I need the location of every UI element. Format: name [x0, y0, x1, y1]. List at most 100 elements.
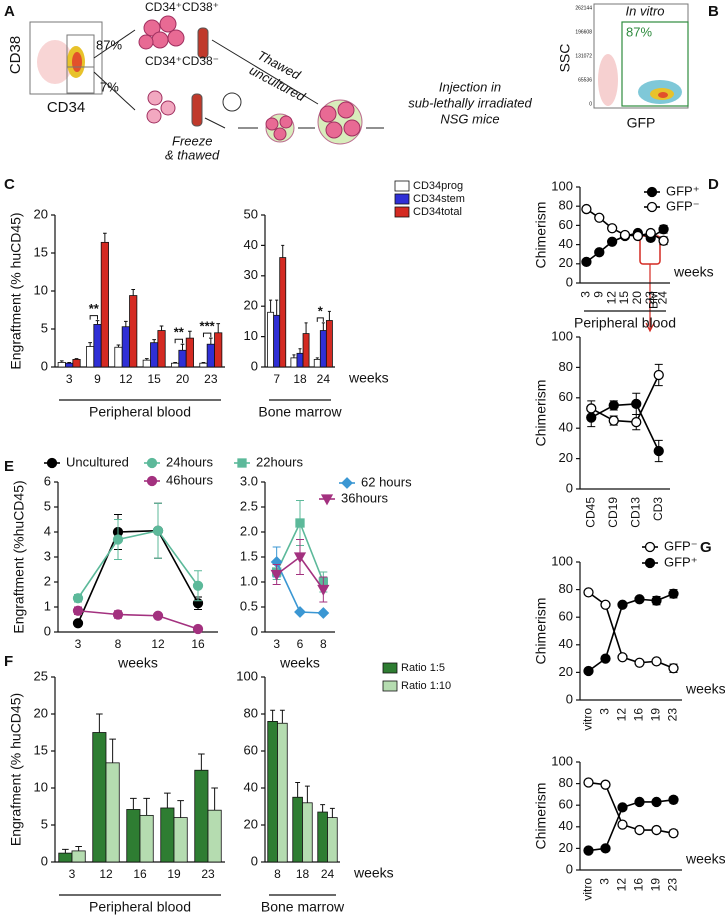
bar — [277, 722, 288, 863]
point — [72, 618, 84, 629]
legend-label: GFP⁺ — [664, 554, 698, 569]
x-tick-label: 3 — [75, 637, 82, 651]
point — [594, 212, 605, 223]
x-tick-label: 23 — [666, 878, 680, 892]
point — [586, 403, 597, 414]
bar — [199, 362, 208, 368]
point — [293, 552, 307, 564]
point — [653, 445, 664, 457]
bar — [150, 342, 159, 368]
significance-bracket — [316, 317, 324, 322]
x-tick-label: 12 — [119, 372, 133, 386]
annotation: BM — [647, 291, 661, 309]
point — [192, 623, 204, 635]
significance: ** — [174, 325, 185, 340]
x-tick-label: CD19 — [606, 497, 620, 528]
step-label: Freeze — [172, 133, 212, 148]
bar — [290, 357, 298, 368]
point — [658, 224, 669, 235]
error-bar — [315, 357, 319, 360]
bar — [302, 802, 313, 863]
x-tick-label: 3 — [598, 708, 612, 715]
point — [295, 518, 305, 528]
y-tick-label: 100 — [236, 668, 258, 683]
panel-label: E — [4, 458, 14, 475]
legend-label: 62 hours — [361, 474, 412, 489]
point — [606, 236, 618, 247]
y-axis-label: Engraftment (% huCD45) — [8, 212, 24, 369]
axis-label: GFP — [627, 115, 656, 131]
point — [72, 593, 84, 604]
x-axis-label: weeks — [117, 655, 158, 671]
error-bar — [304, 322, 308, 334]
error-bar — [88, 342, 92, 347]
bar — [207, 809, 222, 863]
point — [581, 203, 592, 215]
panel-a: CD38 CD34 87% 7% CD34⁺CD38⁺ CD34⁺CD38⁻ F… — [7, 0, 533, 162]
bar — [139, 814, 154, 863]
bar — [319, 330, 327, 368]
gate — [621, 21, 689, 107]
bar — [86, 346, 95, 368]
y-tick-label: 3 — [44, 548, 51, 563]
x-tick-label: 12 — [615, 878, 629, 892]
legend-label: 46hours — [166, 472, 213, 487]
bar — [121, 326, 130, 368]
series-line — [588, 799, 674, 852]
y-tick-label: 20 — [559, 450, 573, 465]
y-tick-label: 40 — [559, 818, 573, 833]
error-bar — [188, 330, 192, 339]
x-tick-label: CD13 — [628, 497, 642, 528]
x-tick-label: 12 — [99, 867, 113, 881]
legend-label: GFP⁺ — [666, 183, 700, 198]
y-tick-label: 0 — [251, 358, 258, 373]
error-bar — [103, 232, 107, 243]
x-axis-label: weeks — [685, 681, 725, 697]
group-label: Peripheral blood — [574, 315, 676, 331]
x-axis-label: weeks — [673, 264, 714, 280]
point — [668, 794, 679, 805]
legend-marker — [146, 475, 158, 487]
x-tick-label: 16 — [632, 708, 646, 722]
x-tick-label: 20 — [630, 291, 644, 305]
cell-cloud — [37, 40, 73, 84]
error-bar — [281, 244, 285, 258]
y-tick-label: 40 — [559, 636, 573, 651]
bar — [129, 295, 138, 368]
legend-marker — [146, 457, 158, 469]
y-tick-label: 0.5 — [240, 598, 258, 613]
point — [608, 415, 619, 426]
y-tick-label: 0 — [41, 853, 48, 868]
legend-marker — [46, 457, 58, 469]
x-tick-label: 18 — [296, 867, 310, 881]
x-tick-label: 16 — [191, 637, 205, 651]
y-tick-label: 15 — [34, 742, 48, 757]
plot-title: In vitro — [625, 3, 664, 18]
y-tick-label: 5 — [44, 498, 51, 513]
series-line — [590, 374, 660, 423]
x-tick-label: 8 — [320, 637, 327, 651]
series-line — [588, 781, 674, 835]
y-tick-label: 10 — [34, 282, 48, 297]
legend-swatch — [394, 180, 410, 192]
legend-label: 22hours — [256, 454, 303, 469]
point — [634, 824, 645, 836]
tick-label: 262144 — [575, 5, 592, 11]
error-bar — [180, 343, 185, 351]
series-line — [590, 403, 660, 452]
point — [631, 416, 642, 428]
error-bar — [320, 804, 326, 813]
axis-label: CD38 — [7, 36, 24, 74]
x-tick-label: 6 — [297, 637, 304, 651]
point — [632, 230, 644, 242]
error-bar — [143, 797, 150, 816]
y-tick-label: 30 — [244, 267, 258, 282]
y-tick-label: 60 — [559, 389, 573, 404]
y-tick-label: 5 — [41, 816, 48, 831]
bar — [325, 320, 333, 368]
x-tick-label: 24 — [321, 867, 335, 881]
error-bar — [62, 848, 69, 854]
y-axis-label: Chimerism — [533, 202, 549, 269]
x-tick-label: 3 — [66, 372, 73, 386]
